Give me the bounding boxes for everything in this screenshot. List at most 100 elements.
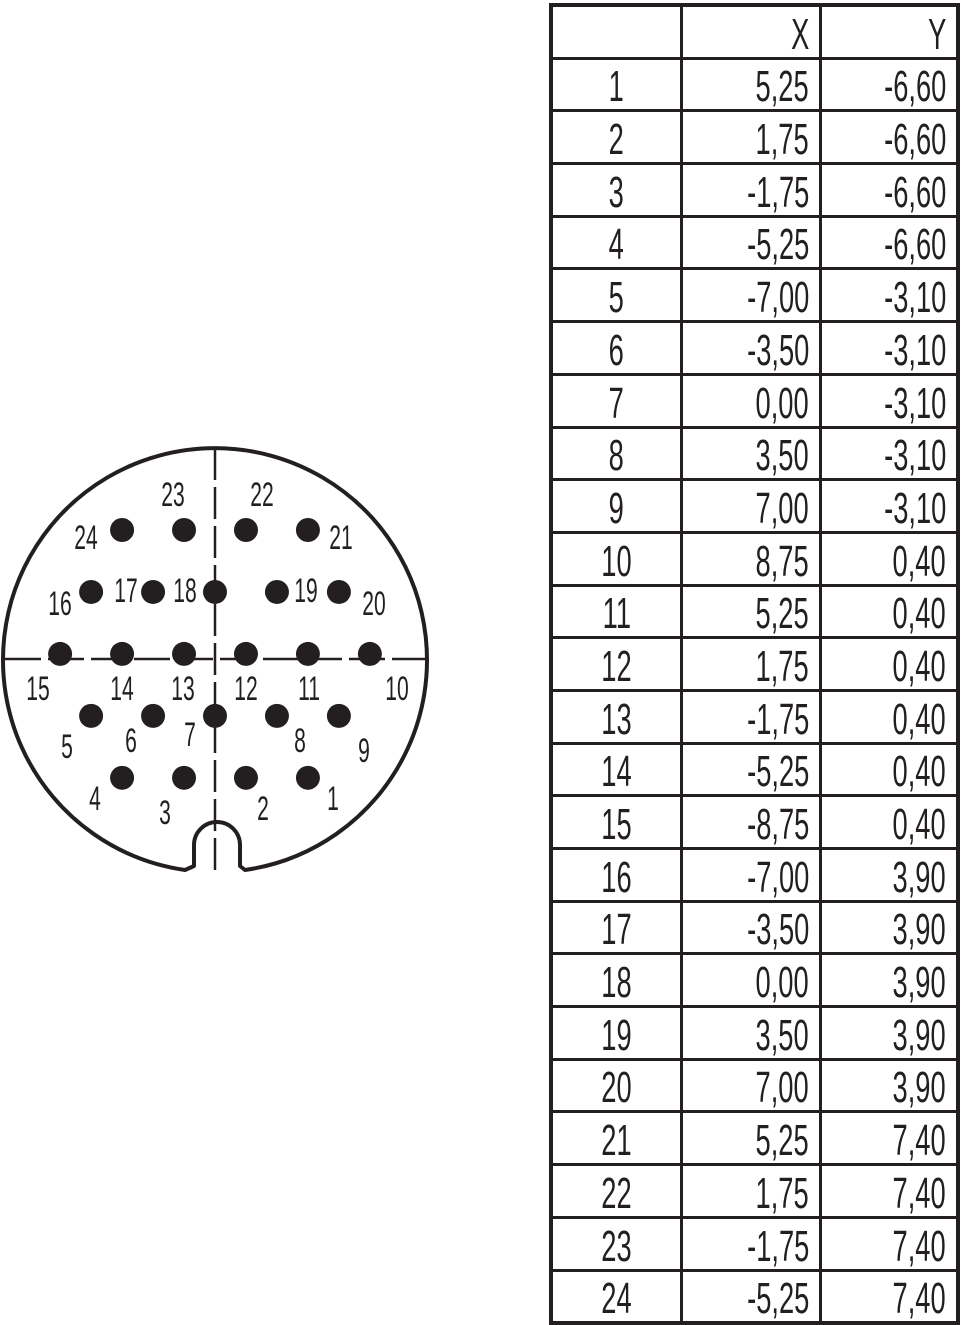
- x-coordinate-cell: -5,25: [680, 1268, 822, 1325]
- cell-text: -3,50: [746, 905, 809, 955]
- pin-contact: [357, 641, 382, 666]
- cell-text: 1,75: [755, 115, 809, 165]
- pin-number-cell: 11: [549, 583, 683, 640]
- table-row: 7 0,00 -3,10: [549, 372, 960, 429]
- pin-number-cell: 6: [549, 320, 683, 376]
- cell-text: 6: [608, 325, 625, 375]
- cell-text: 17: [601, 905, 632, 955]
- pin-number-cell: 1: [549, 56, 683, 113]
- table-row: 19 3,50 3,90: [549, 1005, 960, 1061]
- pin-contact: [295, 641, 320, 666]
- cell-text: 7,40: [892, 1274, 946, 1324]
- table-row: 18 0,00 3,90: [549, 952, 960, 1009]
- table-row: 1 5,25 -6,60: [549, 56, 960, 113]
- pin-label: 24: [74, 518, 97, 556]
- cell-text: -7,00: [746, 852, 809, 902]
- x-coordinate-cell: -1,75: [680, 162, 822, 218]
- cell-text: 7,40: [892, 1116, 946, 1166]
- x-coordinate-cell: 8,75: [680, 530, 822, 587]
- pin-contact: [141, 579, 166, 604]
- cell-text: 7,00: [755, 1063, 809, 1113]
- pin-contact: [295, 518, 320, 543]
- y-coordinate-cell: -6,60: [819, 109, 960, 166]
- cell-text: 10: [601, 536, 632, 586]
- cell-text: -6,60: [883, 220, 946, 270]
- cell-text: 8: [608, 431, 625, 481]
- cell-text: 5,25: [755, 62, 809, 112]
- x-coordinate-cell: -1,75: [680, 688, 822, 745]
- cell-text: -3,10: [883, 325, 946, 375]
- pin-label: 2: [257, 789, 269, 827]
- pin-contact: [172, 641, 197, 666]
- cell-text: 5,25: [755, 1116, 809, 1166]
- x-coordinate-cell: 0,00: [680, 372, 822, 429]
- table-row: 24 -5,25 7,40: [549, 1268, 960, 1325]
- pin-contact: [203, 703, 227, 728]
- x-coordinate-cell: -7,00: [680, 847, 822, 903]
- table-row: 20 7,00 3,90: [549, 1057, 960, 1114]
- table-row: 3 -1,75 -6,60: [549, 162, 960, 218]
- pin-contact: [203, 579, 227, 604]
- pin-contact: [326, 703, 351, 728]
- cell-text: 5: [608, 273, 625, 323]
- pin-label: 11: [298, 669, 320, 707]
- cell-text: 0,40: [892, 536, 946, 586]
- y-coordinate-cell: -3,10: [819, 320, 960, 376]
- table-row: 15 -8,75 0,40: [549, 794, 960, 850]
- x-coordinate-cell: 1,75: [680, 636, 822, 692]
- x-coordinate-cell: 1,75: [680, 1163, 822, 1219]
- x-coordinate-cell: -3,50: [680, 899, 822, 956]
- pin-label: 1: [327, 779, 339, 817]
- pin-label: 8: [294, 721, 306, 759]
- cell-text: 3,90: [892, 1010, 946, 1060]
- cell-text: -1,75: [746, 1221, 809, 1271]
- pin-contact: [295, 765, 320, 790]
- cell-text: 0,40: [892, 589, 946, 639]
- pin-number-cell: 23: [549, 1215, 683, 1272]
- connector-outline: [1, 446, 429, 872]
- cell-text: 0,40: [892, 747, 946, 797]
- pin-number-cell: 13: [549, 688, 683, 745]
- pin-number-cell: 19: [549, 1005, 683, 1061]
- cell-text: -3,10: [883, 378, 946, 428]
- x-coordinate-cell: -3,50: [680, 320, 822, 376]
- x-coordinate-cell: 0,00: [680, 952, 822, 1009]
- cell-text: -5,25: [746, 747, 809, 797]
- pin-number-cell: 9: [549, 478, 683, 534]
- y-coordinate-cell: -6,60: [819, 162, 960, 218]
- cell-text: 13: [601, 694, 632, 744]
- pin-contact: [172, 765, 197, 790]
- x-coordinate-cell: -5,25: [680, 214, 822, 271]
- table-row: 10 8,75 0,40: [549, 530, 960, 587]
- cell-text: -1,75: [746, 694, 809, 744]
- y-coordinate-cell: 3,90: [819, 899, 960, 956]
- y-coordinate-cell: 0,40: [819, 688, 960, 745]
- x-coordinate-cell: 3,50: [680, 1005, 822, 1061]
- pin-label: 9: [358, 731, 370, 769]
- cell-text: -6,60: [883, 115, 946, 165]
- cell-text: 21: [601, 1116, 632, 1166]
- y-coordinate-cell: 3,90: [819, 1005, 960, 1061]
- cell-text: 1,75: [755, 1168, 809, 1218]
- x-coordinate-cell: -8,75: [680, 794, 822, 850]
- pin-label: 5: [61, 727, 73, 765]
- cell-text: 16: [601, 852, 632, 902]
- pin-contact: [79, 579, 104, 604]
- cell-text: 7,40: [892, 1168, 946, 1218]
- y-coordinate-cell: -6,60: [819, 214, 960, 271]
- cell-text: 2: [608, 115, 625, 165]
- column-header-label: Y: [927, 9, 946, 59]
- table-row: 4 -5,25 -6,60: [549, 214, 960, 271]
- column-header: X: [680, 3, 822, 60]
- table-row: 8 3,50 -3,10: [549, 425, 960, 482]
- pin-label: 4: [89, 779, 101, 817]
- cell-text: 3,90: [892, 905, 946, 955]
- cell-text: 3,50: [755, 1010, 809, 1060]
- x-coordinate-cell: 7,00: [680, 1057, 822, 1114]
- pin-number-cell: 18: [549, 952, 683, 1009]
- cell-text: 23: [601, 1221, 632, 1271]
- table-row: 11 5,25 0,40: [549, 583, 960, 640]
- pin-label: 19: [294, 571, 317, 609]
- cell-text: 9: [608, 483, 625, 533]
- pin-label: 15: [26, 669, 49, 707]
